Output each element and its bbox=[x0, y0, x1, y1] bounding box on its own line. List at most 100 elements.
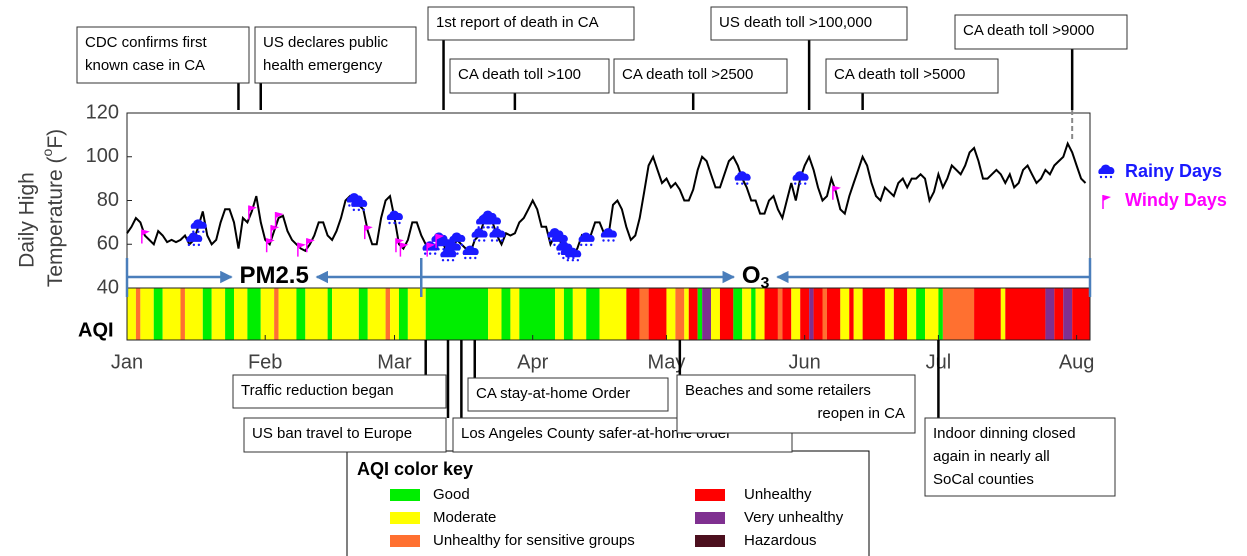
drop bbox=[197, 230, 200, 233]
aqi-segment bbox=[555, 288, 564, 340]
drop bbox=[486, 226, 489, 229]
aqi-segment bbox=[358, 288, 368, 340]
annotation-text: 1st report of death in CA bbox=[436, 14, 599, 31]
x-tick-label: Jun bbox=[789, 351, 821, 373]
cloud bbox=[462, 245, 479, 255]
cloud bbox=[792, 171, 809, 181]
aqi-segment bbox=[893, 288, 908, 340]
aqi-segment bbox=[666, 288, 676, 340]
drop bbox=[580, 243, 583, 247]
annotation-box bbox=[924, 417, 1116, 497]
key-swatch bbox=[390, 489, 420, 501]
drop bbox=[473, 239, 476, 242]
aqi-segment bbox=[202, 288, 212, 340]
key-label: Moderate bbox=[433, 509, 496, 526]
legend-icon bbox=[1098, 164, 1115, 179]
windy-marker bbox=[248, 205, 257, 220]
aqi-segment bbox=[938, 288, 943, 340]
cloud bbox=[484, 214, 501, 225]
annotation-text: US ban travel to Europe bbox=[252, 425, 412, 442]
aqi-segment bbox=[398, 288, 408, 340]
x-tick-label: Apr bbox=[517, 351, 548, 373]
aqi-segment bbox=[1000, 288, 1006, 340]
drop bbox=[481, 221, 485, 225]
aqi-segment bbox=[942, 288, 975, 340]
cloud bbox=[444, 241, 461, 251]
aqi-segment bbox=[127, 288, 136, 340]
flag-cloth bbox=[141, 229, 150, 236]
annotation-box bbox=[613, 58, 788, 94]
key-swatch bbox=[695, 535, 725, 547]
drop bbox=[456, 252, 459, 255]
key-label: Very unhealthy bbox=[744, 509, 844, 526]
annotation-text: CA death toll >100 bbox=[458, 66, 581, 83]
flag-cloth bbox=[832, 185, 841, 192]
key-swatch bbox=[695, 489, 725, 501]
aqi-segment bbox=[234, 288, 248, 340]
drop bbox=[1109, 175, 1113, 179]
drop bbox=[1104, 175, 1108, 179]
annotation-text: Traffic reduction began bbox=[241, 382, 394, 399]
aqi-segment bbox=[626, 288, 640, 340]
windy-marker bbox=[270, 225, 280, 240]
aqi-segment bbox=[367, 288, 386, 340]
drop bbox=[495, 239, 499, 242]
drop bbox=[197, 243, 201, 247]
annotation-text: again in nearly all bbox=[933, 448, 1050, 465]
rainy-marker bbox=[449, 232, 466, 247]
legend-label: Windy Days bbox=[1125, 190, 1227, 210]
aqi-segment bbox=[247, 288, 261, 340]
annotation-text: health emergency bbox=[263, 57, 383, 74]
aqi-segment bbox=[184, 288, 203, 340]
annotation-text: SoCal counties bbox=[933, 471, 1034, 488]
aqi-segment bbox=[711, 288, 720, 340]
cloud bbox=[734, 171, 751, 181]
rainy-marker bbox=[489, 228, 506, 242]
period-label-part: O bbox=[742, 262, 761, 289]
drop bbox=[464, 256, 467, 260]
aqi-segment bbox=[153, 288, 163, 340]
windy-marker bbox=[395, 238, 404, 253]
cloud bbox=[578, 232, 595, 242]
key-label: Good bbox=[433, 486, 470, 503]
key-label: Unhealthy for sensitive groups bbox=[433, 532, 635, 549]
annotation-box bbox=[254, 26, 417, 84]
annotation-text: CA death toll >5000 bbox=[834, 66, 965, 83]
aqi-segment bbox=[385, 288, 391, 340]
annotation-box bbox=[825, 58, 999, 94]
y-tick-label: 120 bbox=[86, 101, 119, 123]
rainy-marker bbox=[565, 247, 582, 262]
windy-marker bbox=[435, 233, 445, 248]
drop bbox=[572, 256, 575, 260]
cloud bbox=[600, 228, 617, 238]
aqi-segment bbox=[826, 288, 841, 340]
flag-cloth bbox=[1103, 195, 1111, 201]
key-label: Unhealthy bbox=[744, 486, 812, 503]
aqi-segment bbox=[648, 288, 667, 340]
aqi-segment bbox=[777, 288, 783, 340]
drop bbox=[799, 182, 802, 185]
cloud bbox=[489, 228, 506, 238]
aqi-segment bbox=[755, 288, 765, 340]
aqi-segment bbox=[751, 288, 756, 340]
windy-marker bbox=[141, 229, 150, 244]
y-axis-label-part: o bbox=[39, 148, 55, 156]
drop bbox=[477, 226, 480, 229]
aqi-segment bbox=[791, 288, 801, 340]
aqi-segment bbox=[884, 288, 894, 340]
aqi-segment bbox=[180, 288, 185, 340]
y-tick-label: 40 bbox=[97, 276, 119, 298]
drop bbox=[441, 258, 445, 262]
x-tick-label: Feb bbox=[248, 351, 282, 373]
rainy-marker bbox=[484, 214, 501, 229]
aqi-segment bbox=[407, 288, 426, 340]
aqi-segment bbox=[675, 288, 685, 340]
x-tick-label: Mar bbox=[377, 351, 412, 373]
aqi-segment bbox=[822, 288, 827, 340]
key-swatch bbox=[390, 512, 420, 524]
annotation-box bbox=[467, 377, 669, 412]
drop bbox=[437, 248, 440, 251]
flag-cloth bbox=[395, 238, 404, 245]
annotation-text: CA stay-at-home Order bbox=[476, 385, 630, 402]
drop bbox=[192, 243, 196, 247]
